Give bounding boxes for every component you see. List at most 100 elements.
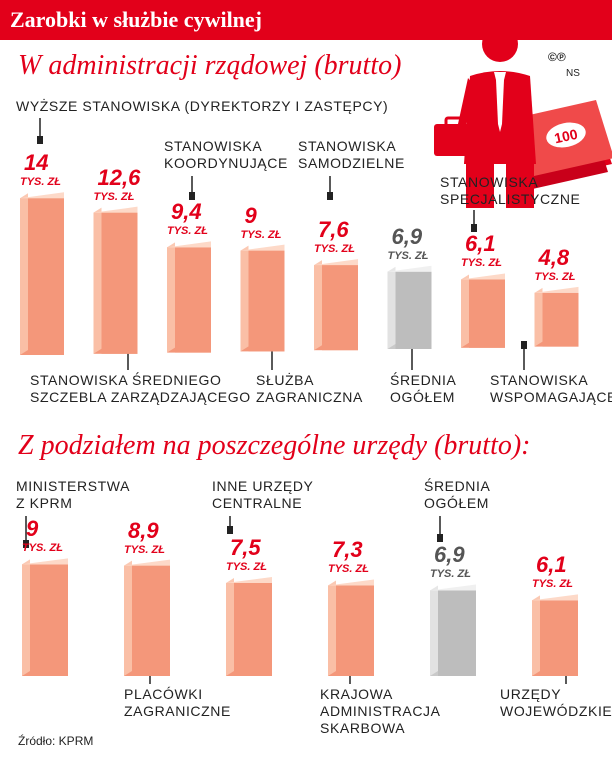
chart1-bar — [240, 244, 285, 352]
chart1-bar-top — [93, 206, 138, 213]
chart1-bar — [167, 241, 211, 353]
chart1-bar-side — [20, 193, 28, 355]
chart2-value-label: 8,9 — [128, 517, 159, 543]
chart2-bar-side — [532, 595, 540, 676]
category-label-srednia-ogolem-2: ŚREDNIA OGÓŁEM — [424, 478, 491, 511]
chart1-bars — [20, 192, 579, 355]
category-label-wyzsze: WYŻSZE STANOWISKA (DYREKTORZY I ZASTĘPCY… — [16, 98, 389, 114]
chart2-bar-side — [226, 578, 234, 676]
category-label-specjalistyczne: STANOWISKA SPECJALISTYCZNE — [440, 174, 581, 207]
banknotes-icon: 100 — [510, 100, 612, 190]
chart2-bar — [22, 558, 68, 676]
leader-line-end — [471, 224, 477, 232]
chart2-bar-side — [430, 585, 438, 676]
chart1-unit-label: TYS. ZŁ — [167, 225, 208, 238]
chart2-bar — [532, 594, 578, 676]
chart2-bar — [124, 559, 170, 676]
chart2-bar-top — [532, 594, 578, 601]
chart1-value-label: 9,4 — [171, 199, 202, 225]
category-label-samodzielne: STANOWISKA SAMODZIELNE — [298, 138, 405, 171]
chart1-value-label: 14 — [24, 150, 49, 176]
chart2-bar-front — [234, 583, 272, 676]
chart2-unit-label: TYS. ZŁ — [124, 543, 165, 556]
chart1-bar-side — [534, 287, 543, 347]
chart1-bar-side — [387, 266, 396, 349]
chart2-leader-lines — [23, 516, 569, 684]
chart1-bar-front — [322, 265, 358, 351]
chart2-value-label: 7,3 — [332, 537, 363, 563]
chart1-bar-front — [175, 247, 211, 353]
chart2-bars — [22, 558, 578, 676]
source-note: Źródło: KPRM — [18, 734, 94, 748]
chart1-bar-side — [314, 260, 322, 351]
chart2-unit-label: TYS. ZŁ — [430, 568, 471, 581]
chart2-bar-side — [328, 580, 336, 676]
chart1-value-label: 12,6 — [97, 164, 141, 190]
chart2-bar-front — [438, 590, 476, 676]
chart2-bar-front — [540, 600, 578, 676]
chart1-bar — [20, 192, 64, 355]
chart1-unit-label: TYS. ZŁ — [93, 190, 135, 203]
businessman-icon — [458, 26, 536, 208]
chart2-bar-top — [22, 558, 68, 565]
chart1-bar-top — [167, 241, 211, 248]
chart1-title: W administracji rządowej (brutto) — [18, 50, 402, 81]
chart1-bar-front — [101, 212, 138, 354]
category-label-wojewodzkie: URZĘDY WOJEWÓDZKIE — [500, 686, 612, 719]
chart1-unit-label: TYS. ZŁ — [534, 270, 576, 283]
chart1-bar-top — [314, 259, 358, 266]
chart1-bar-side — [240, 245, 249, 352]
chart1-bar-front — [248, 250, 285, 352]
chart1-bar-top — [240, 244, 285, 251]
chart2-bar-top — [430, 584, 476, 591]
chart2-value-label: 6,9 — [434, 542, 465, 568]
briefcase-icon — [434, 116, 474, 156]
chart2-bar-front — [132, 565, 170, 676]
copyright-symbol: ©℗ — [548, 50, 566, 64]
chart1-bar-front — [28, 198, 64, 355]
copyright-initials: NS — [566, 68, 580, 79]
chart2-unit-label: TYS. ZŁ — [22, 542, 63, 555]
chart1-bar-front — [469, 279, 505, 348]
category-label-placowki: PLACÓWKI ZAGRANICZNE — [124, 686, 231, 719]
svg-text:100: 100 — [553, 126, 579, 147]
category-label-wspomagajace: STANOWISKA WSPOMAGAJĄCE — [490, 372, 612, 405]
chart1-bar — [93, 206, 138, 354]
chart1-value-label: 4,8 — [538, 244, 570, 270]
leader-line-end — [437, 534, 443, 542]
chart2-value-label: 7,5 — [230, 535, 261, 560]
chart2-unit-label: TYS. ZŁ — [328, 563, 369, 576]
chart2-unit-label: TYS. ZŁ — [532, 578, 573, 591]
category-label-srednie-szczeble: STANOWISKA ŚREDNIEGO SZCZEBLA ZARZĄDZAJĄC… — [30, 372, 251, 405]
chart2-value-label: 9 — [26, 516, 39, 542]
chart1-value-label: 6,1 — [465, 231, 496, 257]
category-label-srednia-ogolem: ŚREDNIA OGÓŁEM — [390, 372, 457, 405]
leader-line-end — [327, 192, 333, 200]
chart1-bar — [534, 286, 579, 347]
chart2-unit-label: TYS. ZŁ — [226, 561, 267, 573]
chart1-bar-top — [534, 286, 579, 293]
chart2-bar — [226, 577, 272, 676]
businessman-illustration: 100 — [434, 26, 612, 208]
chart1-bar-front — [542, 292, 579, 347]
chart1-bar-side — [167, 242, 175, 353]
chart2-bar-side — [22, 559, 30, 676]
category-label-sluzba-zagraniczna: SŁUŻBA ZAGRANICZNA — [256, 372, 363, 405]
chart1-bar — [387, 265, 432, 349]
chart1-bar-top — [461, 273, 505, 280]
chart1-bar-top — [20, 192, 64, 199]
chart1-value-label: 9 — [244, 202, 257, 228]
chart2-bar-top — [328, 579, 374, 586]
chart1-unit-label: TYS. ZŁ — [387, 249, 429, 262]
leader-line-end — [227, 526, 233, 534]
chart1-bar — [461, 273, 505, 348]
leader-line-end — [37, 136, 43, 144]
leader-line-end — [23, 540, 29, 548]
chart1-bar-side — [461, 274, 469, 348]
chart1-unit-label: TYS. ZŁ — [20, 176, 61, 189]
chart2-bar — [430, 584, 476, 676]
chart2-bar-top — [226, 577, 272, 583]
chart1-unit-label: TYS. ZŁ — [240, 228, 282, 241]
chart1-bar-side — [93, 207, 102, 354]
